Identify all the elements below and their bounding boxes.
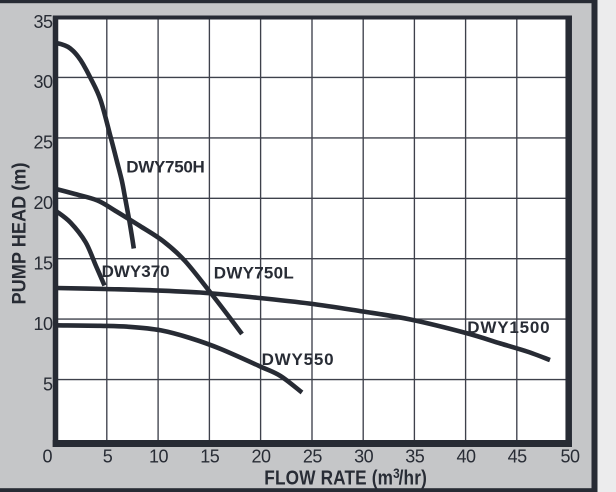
svg-text:5: 5 [43, 374, 53, 394]
svg-text:30: 30 [354, 447, 374, 467]
svg-text:DWY1500: DWY1500 [467, 318, 550, 337]
svg-text:25: 25 [303, 447, 323, 467]
svg-text:45: 45 [508, 447, 528, 467]
svg-text:DWY750H: DWY750H [126, 157, 204, 176]
svg-text:5: 5 [103, 447, 113, 467]
svg-text:10: 10 [149, 447, 169, 467]
svg-text:30: 30 [33, 72, 53, 92]
svg-text:15: 15 [200, 447, 220, 467]
svg-text:40: 40 [456, 447, 476, 467]
svg-text:10: 10 [33, 314, 53, 334]
svg-text:35: 35 [405, 447, 425, 467]
svg-text:DWY550: DWY550 [262, 350, 335, 369]
svg-text:35: 35 [33, 12, 53, 32]
svg-text:50: 50 [560, 447, 580, 467]
svg-text:FLOW RATE (m3/hr): FLOW RATE (m3/hr) [264, 465, 427, 490]
svg-text:25: 25 [33, 133, 53, 153]
svg-text:DWY370: DWY370 [102, 262, 170, 281]
svg-text:20: 20 [33, 193, 53, 213]
svg-text:PUMP HEAD (m): PUMP HEAD (m) [9, 163, 31, 305]
svg-text:0: 0 [43, 447, 53, 467]
svg-text:20: 20 [251, 447, 271, 467]
svg-text:DWY750L: DWY750L [214, 263, 294, 282]
svg-text:15: 15 [33, 254, 53, 274]
